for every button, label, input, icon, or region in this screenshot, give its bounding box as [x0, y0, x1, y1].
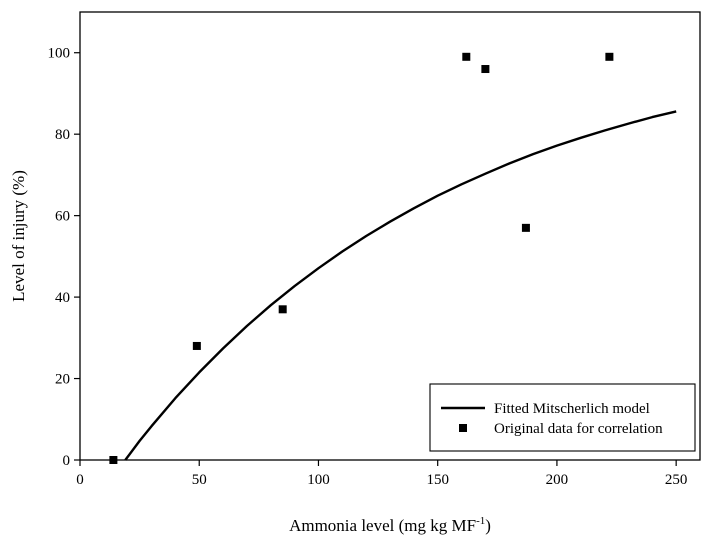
x-tick-label: 100 [307, 472, 330, 488]
x-tick-label: 250 [665, 472, 688, 488]
y-tick-label: 20 [55, 372, 70, 388]
legend-box [429, 383, 696, 452]
legend-label-original-data: Original data for correlation [494, 421, 663, 437]
data-point [192, 341, 201, 350]
fitted-curve [124, 110, 677, 461]
x-tick-label: 50 [192, 472, 207, 488]
data-point [605, 52, 614, 61]
ticks-layer: 0 50 100 150 200 250 0 20 40 60 80 100 [48, 46, 688, 488]
y-tick-label: 60 [55, 209, 70, 225]
x-axis-title: Ammonia level (mg kg MF-1) [289, 515, 491, 535]
legend-label-fitted-model: Fitted Mitscherlich model [494, 401, 650, 417]
y-tick-label: 0 [63, 453, 71, 469]
x-axis-title-superscript: -1 [476, 515, 485, 527]
x-axis-title-main: Ammonia level (mg kg MF [289, 516, 476, 535]
x-tick-label: 200 [546, 472, 569, 488]
y-tick-label: 100 [48, 46, 71, 62]
x-tick-label: 150 [426, 472, 449, 488]
data-point [521, 223, 530, 232]
curve-layer [124, 110, 677, 461]
data-point [278, 305, 287, 314]
legend-square-swatch [459, 424, 467, 432]
y-tick-label: 40 [55, 290, 70, 306]
x-tick-label: 0 [76, 472, 84, 488]
y-axis-title: Level of injury (%) [9, 170, 28, 302]
data-point [481, 65, 490, 74]
x-axis-title-close: ) [485, 516, 491, 535]
legend: Fitted Mitscherlich model Original data … [429, 383, 696, 452]
data-point [462, 52, 471, 61]
y-tick-label: 80 [55, 127, 70, 143]
plot-frame [79, 11, 701, 461]
